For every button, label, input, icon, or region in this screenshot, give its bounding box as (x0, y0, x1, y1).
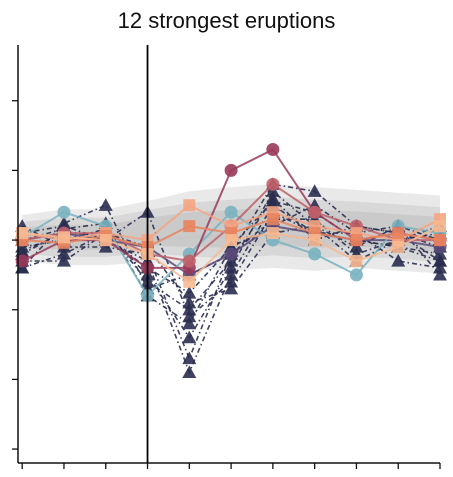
data-point-7-10 (433, 267, 447, 281)
data-point-14-4 (183, 220, 196, 233)
data-point-12-7 (308, 205, 322, 219)
data-point-14-6 (266, 213, 279, 226)
series-15 (16, 220, 446, 288)
data-point-15-2 (99, 234, 112, 247)
data-point-11-5 (224, 163, 238, 177)
data-point-10-5 (224, 205, 238, 219)
data-point-0-7 (307, 184, 322, 197)
data-point-14-8 (350, 234, 363, 247)
data-point-15-5 (225, 234, 238, 247)
data-point-15-4 (183, 275, 196, 288)
data-point-11-6 (266, 143, 280, 156)
data-point-2-4 (182, 330, 197, 344)
data-point-4-4 (182, 302, 197, 316)
data-point-10-8 (349, 268, 363, 282)
data-point-8-1 (56, 247, 71, 260)
axes-layer (12, 45, 441, 469)
data-point-15-1 (57, 231, 70, 244)
series-line-5 (21, 218, 441, 361)
data-point-11-0 (15, 254, 29, 268)
data-point-12-6 (266, 177, 280, 191)
data-point-8-4 (182, 295, 197, 309)
data-point-15-6 (266, 227, 279, 240)
data-point-8-5 (224, 281, 239, 295)
data-point-10-7 (308, 247, 322, 261)
data-point-10-1 (57, 205, 71, 219)
data-point-6-5 (224, 267, 239, 281)
data-point-4-6 (265, 191, 280, 204)
data-point-6-4 (182, 365, 197, 379)
data-point-15-7 (308, 234, 321, 247)
data-point-12-4 (182, 254, 196, 268)
data-point-1-4 (182, 286, 197, 299)
data-point-14-10 (434, 234, 446, 247)
data-point-15-8 (350, 254, 363, 267)
data-point-15-0 (16, 227, 29, 240)
data-point-2-1 (56, 253, 71, 267)
data-point-3-9 (391, 253, 406, 267)
data-point-15-9 (392, 241, 405, 254)
data-point-9-5 (224, 247, 238, 261)
data-point-6-10 (433, 253, 447, 267)
data-point-14-9 (392, 227, 405, 240)
data-point-7-4 (182, 316, 197, 330)
series-line-2 (22, 190, 441, 340)
data-point-13-4 (183, 199, 196, 212)
data-point-3-4 (182, 309, 197, 323)
data-point-15-10 (434, 220, 446, 233)
data-point-0-2 (98, 198, 113, 211)
chart-title: 12 strongest eruptions (117, 8, 336, 33)
